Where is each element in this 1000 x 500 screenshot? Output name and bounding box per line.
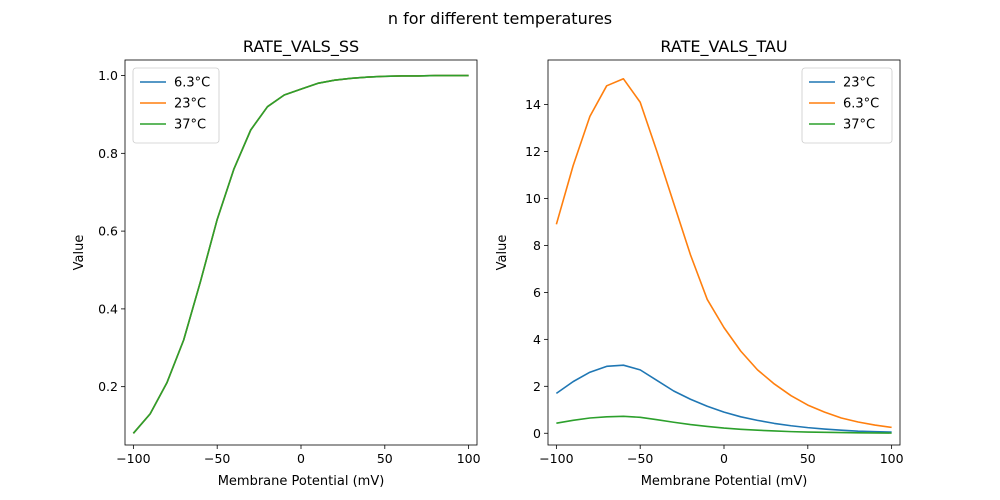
x-axis-label: Membrane Potential (mV)	[218, 474, 385, 489]
y-tick-label: 0.4	[98, 301, 118, 316]
x-axis-label: Membrane Potential (mV)	[641, 474, 808, 489]
legend-label: 23°C	[174, 97, 206, 112]
x-tick-label: −100	[539, 451, 573, 466]
legend-label: 23°C	[843, 76, 875, 91]
chart-title: RATE_VALS_SS	[243, 37, 359, 57]
y-axis-label: Value	[495, 235, 510, 271]
chart-tau: RATE_VALS_TAU −100 −50 0 50 100 0 2 4 6 8 10 12 14 Mem…	[495, 37, 904, 489]
legend-label: 6.3°C	[174, 76, 210, 91]
x-tick-label: −100	[116, 451, 150, 466]
y-tick-label: 14	[525, 97, 541, 112]
y-tick-label: 6	[533, 285, 541, 300]
y-axis-label: Value	[72, 235, 87, 271]
x-tick-label: −50	[627, 451, 653, 466]
y-tick-label: 0.8	[98, 146, 118, 161]
series-line	[556, 415, 892, 434]
series-line	[555, 77, 892, 429]
x-tick-label: −50	[204, 451, 230, 466]
x-tick-label: 100	[457, 451, 481, 466]
y-tick-label: 0.2	[98, 379, 118, 394]
legend-label: 37°C	[843, 118, 875, 133]
x-tick-label: 100	[880, 451, 904, 466]
chart-ss: RATE_VALS_SS −100 −50 0 50 100 0.2 0.4 0.6 0.8 1.0…	[72, 37, 481, 489]
x-tick-label: 50	[377, 451, 393, 466]
x-tick-label: 0	[297, 451, 305, 466]
y-tick-label: 0.6	[98, 224, 118, 239]
x-tick-label: 0	[720, 451, 728, 466]
y-tick-label: 12	[525, 144, 541, 159]
legend: 6.3°C 23°C 37°C	[132, 67, 220, 144]
y-tick-label: 2	[533, 379, 541, 394]
legend-label: 37°C	[174, 118, 206, 133]
series-line	[555, 364, 892, 433]
series-line	[132, 74, 469, 434]
figure-suptitle: n for different temperatures	[388, 9, 612, 28]
y-tick-label: 1.0	[98, 68, 118, 83]
legend: 23°C 6.3°C 37°C	[801, 67, 893, 144]
chart-title: RATE_VALS_TAU	[660, 37, 787, 57]
y-tick-label: 0	[533, 426, 541, 441]
y-tick-label: 10	[525, 191, 541, 206]
legend-label: 6.3°C	[843, 97, 879, 112]
y-tick-label: 8	[533, 238, 541, 253]
y-tick-label: 4	[533, 332, 541, 347]
x-tick-label: 50	[800, 451, 816, 466]
